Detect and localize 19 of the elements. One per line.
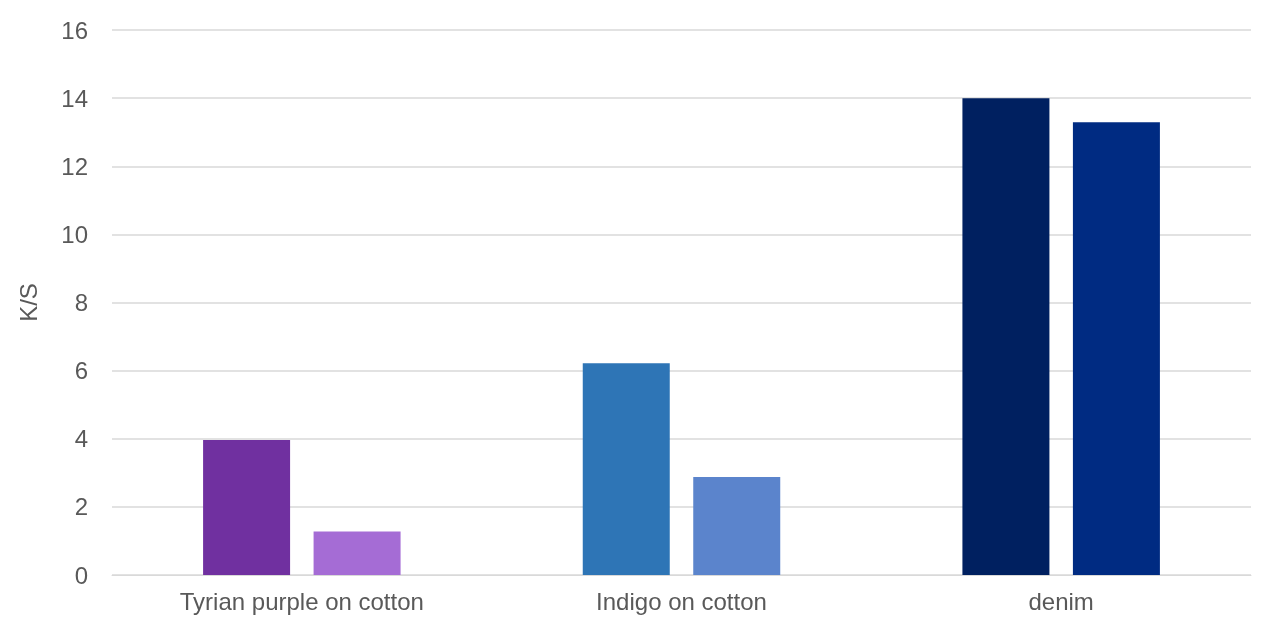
y-tick-label: 16 (61, 16, 88, 44)
bar (313, 531, 401, 575)
y-tick-label: 4 (74, 425, 88, 453)
y-tick-label: 8 (74, 289, 88, 316)
y-tick-label: 14 (61, 84, 88, 112)
y-tick-label: 6 (74, 357, 88, 385)
x-tick-label: denim (1028, 587, 1094, 615)
bar (582, 363, 670, 575)
bar (203, 440, 291, 575)
bar (693, 476, 781, 575)
y-tick-label: 10 (61, 220, 88, 248)
x-tick-label: Tyrian purple on cotton (179, 587, 424, 615)
bar (962, 98, 1050, 575)
y-tick-label: 12 (61, 152, 88, 180)
x-tick-label: Indigo on cotton (596, 587, 767, 615)
y-tick-label: 0 (74, 561, 88, 589)
y-tick-label: 2 (74, 493, 88, 521)
bar (1072, 122, 1160, 575)
y-axis-title: K/S (14, 283, 42, 322)
